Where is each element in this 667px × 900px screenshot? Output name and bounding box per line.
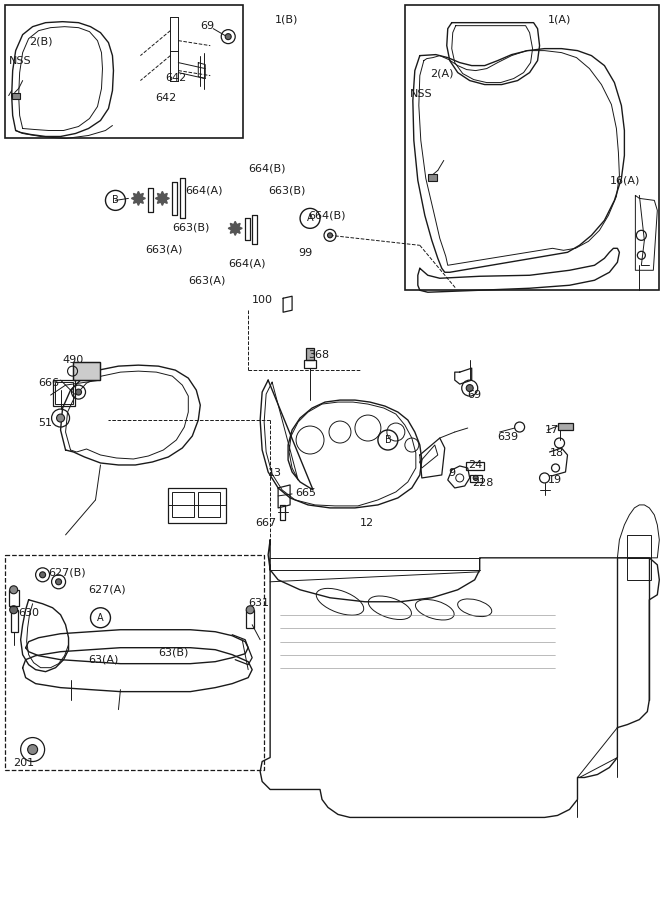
- Bar: [53, 380, 75, 406]
- Bar: [428, 175, 437, 182]
- Bar: [198, 492, 220, 517]
- Bar: [11, 610, 17, 632]
- Polygon shape: [228, 221, 242, 235]
- Text: 664(A): 664(A): [228, 258, 265, 268]
- Text: 16(A): 16(A): [610, 176, 640, 185]
- Text: 663(B): 663(B): [172, 222, 209, 232]
- Text: 663(A): 663(A): [188, 275, 225, 285]
- Circle shape: [55, 579, 61, 585]
- Text: 1(A): 1(A): [548, 14, 571, 24]
- Text: 19: 19: [548, 475, 562, 485]
- Text: 667: 667: [255, 518, 276, 528]
- Polygon shape: [155, 192, 169, 205]
- Text: 642: 642: [165, 73, 187, 83]
- Bar: [11, 93, 19, 98]
- Text: 664(B): 664(B): [308, 211, 346, 220]
- Bar: [558, 423, 574, 430]
- Text: B: B: [384, 435, 392, 445]
- Text: 664(B): 664(B): [248, 164, 285, 174]
- Text: 24: 24: [468, 460, 482, 470]
- Polygon shape: [131, 192, 145, 205]
- Text: 63(A): 63(A): [89, 654, 119, 665]
- Bar: [55, 382, 73, 404]
- Circle shape: [233, 226, 237, 230]
- Circle shape: [160, 196, 165, 201]
- Text: 663(B): 663(B): [268, 185, 305, 195]
- Text: NSS: NSS: [9, 56, 31, 66]
- Text: 627(A): 627(A): [89, 585, 126, 595]
- Circle shape: [10, 586, 17, 594]
- Circle shape: [57, 414, 65, 422]
- Text: 18: 18: [550, 448, 564, 458]
- Text: 639: 639: [498, 432, 519, 442]
- Bar: [73, 362, 101, 380]
- Bar: [628, 535, 652, 580]
- Bar: [5, 554, 264, 770]
- Text: 201: 201: [13, 758, 34, 768]
- Bar: [306, 348, 314, 360]
- Text: 13: 13: [268, 468, 282, 478]
- Text: 69: 69: [200, 21, 214, 31]
- Circle shape: [327, 233, 333, 238]
- Text: 228: 228: [472, 478, 493, 488]
- Bar: [168, 488, 226, 523]
- Text: 665: 665: [295, 488, 316, 498]
- Text: 17: 17: [544, 425, 559, 435]
- Bar: [73, 362, 101, 380]
- Bar: [246, 610, 254, 627]
- Circle shape: [75, 389, 81, 395]
- Text: 664(A): 664(A): [185, 185, 223, 195]
- Text: 100: 100: [252, 295, 273, 305]
- Text: 9: 9: [448, 468, 455, 478]
- Text: 642: 642: [155, 93, 177, 103]
- Circle shape: [466, 384, 473, 392]
- Text: 666: 666: [39, 378, 59, 388]
- Bar: [466, 462, 484, 470]
- Text: 1(B): 1(B): [275, 14, 299, 24]
- Text: 69: 69: [468, 390, 482, 400]
- Circle shape: [10, 606, 17, 614]
- Circle shape: [225, 33, 231, 40]
- Bar: [172, 492, 194, 517]
- Circle shape: [39, 572, 45, 578]
- Text: 631: 631: [248, 598, 269, 608]
- Text: 630: 630: [19, 608, 39, 617]
- Text: A: A: [97, 613, 104, 623]
- Circle shape: [136, 196, 141, 201]
- Text: 627(B): 627(B): [49, 568, 86, 578]
- Circle shape: [27, 744, 37, 754]
- Text: 51: 51: [39, 418, 53, 428]
- Circle shape: [246, 606, 254, 614]
- Text: A: A: [307, 213, 313, 223]
- Bar: [304, 360, 316, 368]
- Text: 63(B): 63(B): [158, 648, 189, 658]
- Bar: [5, 4, 243, 139]
- Text: 12: 12: [360, 518, 374, 528]
- Bar: [470, 475, 482, 482]
- Text: 2(A): 2(A): [430, 68, 454, 78]
- Circle shape: [473, 475, 478, 481]
- Text: 490: 490: [63, 356, 84, 365]
- Text: NSS: NSS: [410, 88, 432, 99]
- Text: B: B: [112, 195, 119, 205]
- Text: 2(B): 2(B): [29, 37, 52, 47]
- Text: 99: 99: [298, 248, 312, 258]
- Bar: [405, 4, 659, 290]
- Text: 663(A): 663(A): [145, 244, 183, 255]
- Bar: [9, 590, 19, 606]
- Text: 368: 368: [308, 350, 329, 360]
